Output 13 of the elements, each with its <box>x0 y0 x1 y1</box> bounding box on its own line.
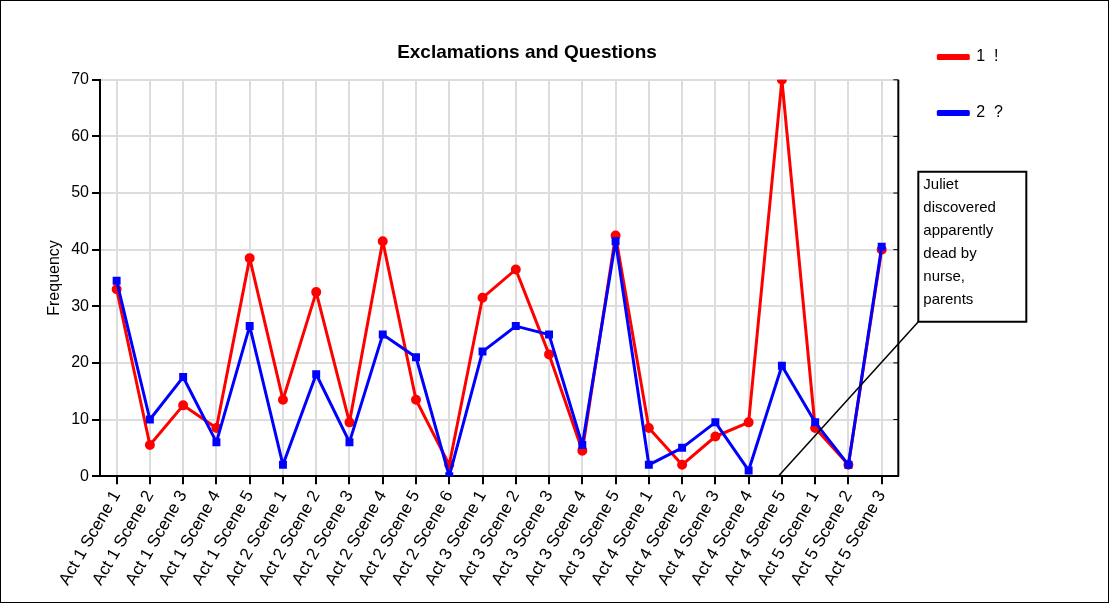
y-tick-label: 30 <box>71 296 90 314</box>
y-tick-label: 0 <box>80 466 90 484</box>
y-tick-label: 50 <box>71 183 90 201</box>
y-tick-label: 70 <box>71 70 90 88</box>
legend-label: 1 ! <box>976 47 999 65</box>
chart-title: Exclamations and Questions <box>397 40 657 62</box>
text: Juliet discovered apparently dead by nurse, parents <box>923 175 996 308</box>
y-tick-label: 40 <box>71 240 90 258</box>
y-tick-label: 60 <box>71 126 90 144</box>
y-tick-label: 20 <box>71 353 90 371</box>
y-tick-label: 10 <box>71 409 90 427</box>
y-axis-title: Frequency <box>45 240 63 316</box>
legend-label: 2 ? <box>976 103 1004 121</box>
